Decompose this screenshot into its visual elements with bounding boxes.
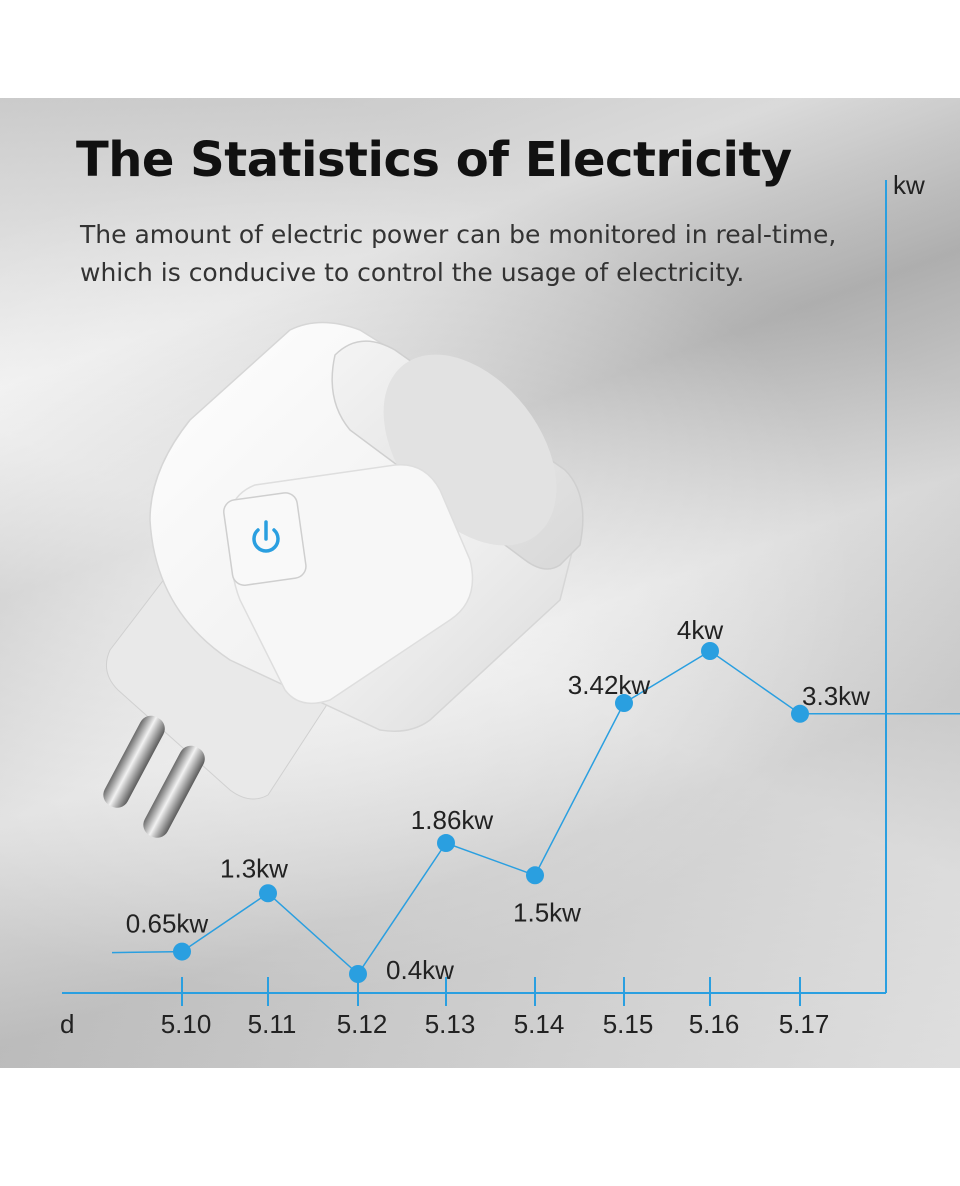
data-label-5.10: 0.65kw bbox=[126, 909, 209, 939]
power-icon bbox=[252, 520, 280, 553]
plug-base bbox=[105, 564, 331, 800]
data-point-5.16 bbox=[701, 642, 719, 660]
data-point-5.14 bbox=[526, 866, 544, 885]
data-point-5.17 bbox=[791, 704, 809, 723]
x-tick-label-5.10: 5.10 bbox=[161, 1009, 212, 1039]
x-tick-label-5.15: 5.15 bbox=[603, 1009, 654, 1039]
data-label-5.14: 1.5kw bbox=[513, 897, 581, 927]
data-label-5.13: 1.86kw bbox=[411, 805, 494, 835]
x-tick-label-5.14: 5.14 bbox=[514, 1009, 565, 1039]
x-tick-label-5.11: 5.11 bbox=[248, 1009, 297, 1039]
data-point-5.10 bbox=[173, 942, 191, 961]
x-tick-label-5.16: 5.16 bbox=[689, 1009, 740, 1039]
power-button[interactable] bbox=[222, 491, 307, 586]
x-tick-label-5.12: 5.12 bbox=[337, 1009, 388, 1039]
x-tick-label-5.17: 5.17 bbox=[779, 1009, 830, 1039]
y-axis-label: kw bbox=[893, 170, 925, 200]
x-tick-label-5.13: 5.13 bbox=[425, 1009, 476, 1039]
plug-pins bbox=[103, 715, 205, 838]
chart-axes: d kw bbox=[60, 170, 925, 1039]
subtitle-line-2: which is conducive to control the usage … bbox=[80, 258, 745, 287]
page-title: The Statistics of Electricity bbox=[76, 132, 792, 188]
data-point-5.15 bbox=[615, 694, 633, 713]
data-point-5.13 bbox=[437, 834, 455, 853]
data-label-5.12: 0.4kw bbox=[386, 955, 454, 985]
data-label-5.11: 1.3kw bbox=[220, 853, 288, 883]
x-axis-ticks: 5.10 5.11 5.12 5.13 5.14 5.15 5.16 5.17 bbox=[161, 977, 830, 1039]
data-point-5.12 bbox=[349, 965, 367, 983]
subtitle-line-1: The amount of electric power can be moni… bbox=[80, 220, 837, 249]
data-label-5.16: 4kw bbox=[677, 615, 723, 645]
page-subtitle: The amount of electric power can be moni… bbox=[80, 216, 880, 292]
plug-body bbox=[149, 321, 584, 732]
data-label-5.17: 3.3kw bbox=[802, 681, 870, 711]
series-line bbox=[181, 650, 801, 976]
data-label-5.15: 3.42kw bbox=[568, 670, 651, 700]
series-lead-in bbox=[111, 950, 183, 954]
data-point-5.11 bbox=[259, 884, 277, 903]
chart-data-labels: 0.65kw 1.3kw 0.4kw 1.86kw 1.5kw 3.42kw 4kw 3.3k… bbox=[126, 615, 870, 985]
x-axis-label: d bbox=[60, 1009, 74, 1039]
chart-series bbox=[111, 642, 960, 983]
